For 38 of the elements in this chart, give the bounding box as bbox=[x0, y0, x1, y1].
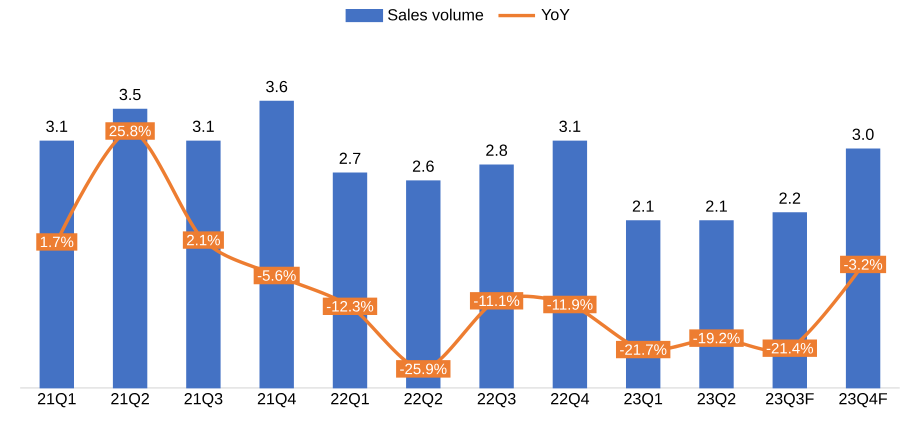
x-tick-label: 21Q1 bbox=[38, 393, 76, 408]
data-label: 3.1 bbox=[192, 120, 214, 132]
data-label: 25.8% bbox=[110, 126, 151, 136]
data-label: 3.6 bbox=[266, 80, 288, 92]
data-label: 3.5 bbox=[120, 88, 141, 100]
data-label: 2.1 bbox=[632, 200, 654, 212]
data-label: -19.2% bbox=[693, 332, 740, 344]
x-tick-label: 21Q4 bbox=[258, 393, 296, 408]
x-tick-label: 21Q3 bbox=[184, 393, 222, 408]
data-label: -25.9% bbox=[400, 364, 447, 374]
data-label: 2.8 bbox=[486, 144, 508, 156]
x-tick-label: 22Q3 bbox=[478, 393, 516, 408]
data-label: 2.2 bbox=[779, 192, 800, 204]
data-label: 3.1 bbox=[559, 120, 580, 132]
legend-label: Sales volume bbox=[388, 8, 484, 21]
x-tick-label: 21Q2 bbox=[111, 393, 149, 408]
data-label: 3.1 bbox=[46, 120, 68, 132]
data-label: 2.6 bbox=[412, 160, 434, 172]
data-label: -5.6% bbox=[258, 270, 296, 281]
bar bbox=[40, 140, 74, 388]
x-tick-label: 23Q3F bbox=[766, 393, 814, 408]
x-tick-label: 22Q2 bbox=[404, 393, 442, 408]
legend-label: YoY bbox=[541, 9, 570, 20]
bar bbox=[186, 140, 221, 388]
data-label: -11.9% bbox=[547, 299, 593, 310]
data-label: -11.1% bbox=[474, 296, 520, 306]
x-tick-label: 23Q2 bbox=[698, 393, 736, 408]
data-label: -12.3% bbox=[326, 301, 374, 312]
data-label: -3.2% bbox=[844, 259, 882, 270]
x-tick-label: 22Q1 bbox=[331, 393, 369, 408]
x-tick-label: 23Q1 bbox=[624, 393, 662, 408]
data-label: 3.0 bbox=[852, 128, 874, 140]
x-tick-label: 23Q4F bbox=[839, 393, 888, 408]
data-label: 2.1 bbox=[706, 200, 727, 212]
data-label: -21.4% bbox=[766, 342, 814, 354]
data-label: -21.7% bbox=[620, 344, 666, 355]
data-label: 2.7 bbox=[340, 152, 360, 164]
x-tick-label: 22Q4 bbox=[551, 393, 590, 408]
